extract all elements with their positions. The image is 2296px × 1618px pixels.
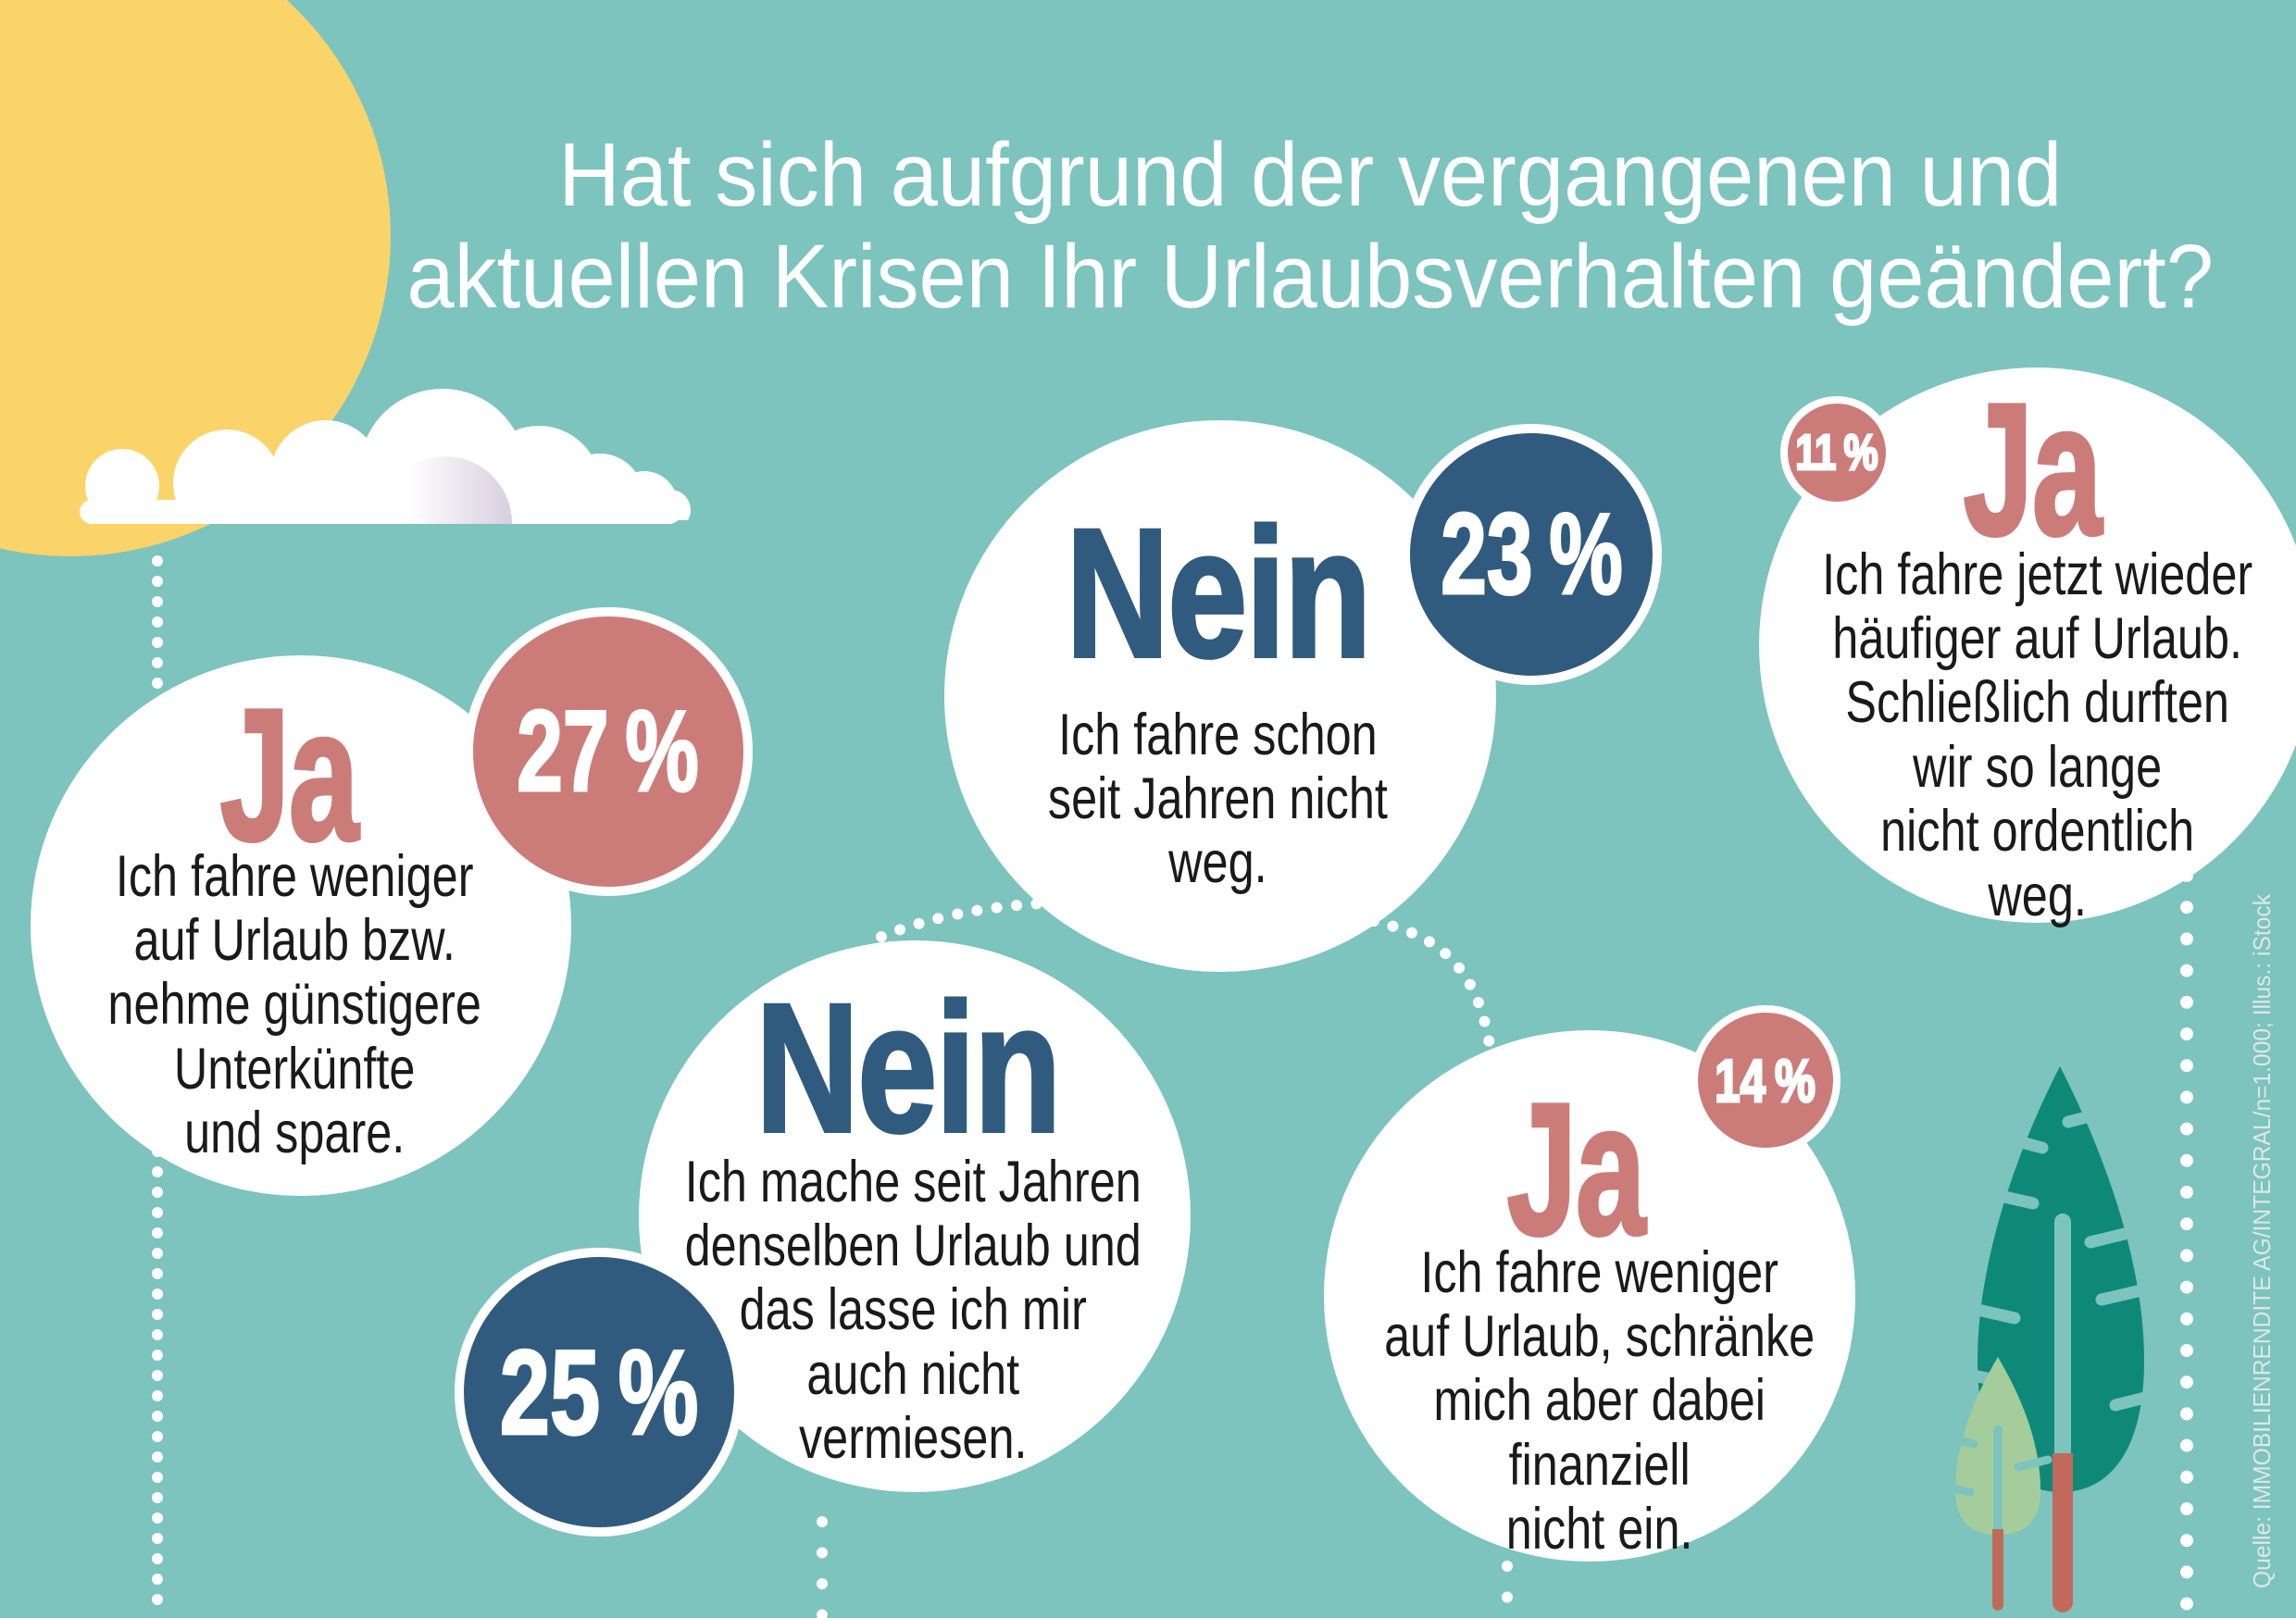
- svg-text:Quelle: IMMOBILIENRENDITE AG/I: Quelle: IMMOBILIENRENDITE AG/INTEGRAL/n=…: [2248, 893, 2276, 1588]
